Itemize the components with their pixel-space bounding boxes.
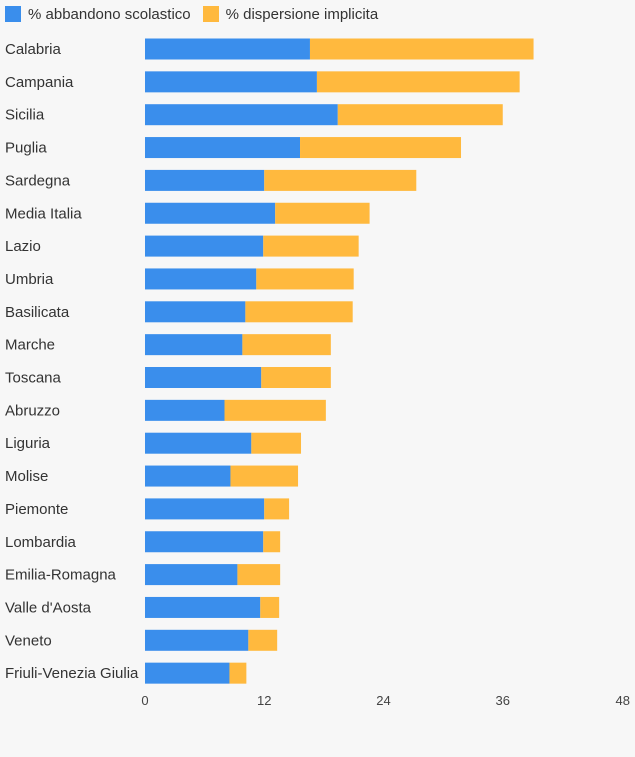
bar-abbandono-sicilia[interactable] <box>145 104 338 126</box>
bar-abbandono-veneto[interactable] <box>145 629 249 651</box>
bar-dispersione-media-italia[interactable] <box>275 202 370 224</box>
bar-dispersione-molise[interactable] <box>230 465 299 487</box>
category-label-umbria: Umbria <box>5 271 54 288</box>
category-label-puglia: Puglia <box>5 140 47 157</box>
bar-abbandono-basilicata[interactable] <box>145 301 246 323</box>
legend-item-abbandono[interactable]: % abbandono scolastico <box>5 6 191 23</box>
category-label-liguria: Liguria <box>5 435 51 452</box>
bar-abbandono-marche[interactable] <box>145 334 243 356</box>
bar-dispersione-umbria[interactable] <box>256 268 354 290</box>
bar-abbandono-campania[interactable] <box>145 71 317 93</box>
legend-swatch-dispersione <box>202 6 219 22</box>
bar-dispersione-calabria[interactable] <box>309 38 534 60</box>
legend-swatch-abbandono <box>5 6 21 22</box>
bar-dispersione-liguria[interactable] <box>251 432 302 454</box>
bar-abbandono-piemonte[interactable] <box>145 498 265 520</box>
category-label-abruzzo: Abruzzo <box>5 402 60 419</box>
category-label-piemonte: Piemonte <box>5 501 68 518</box>
bar-dispersione-sicilia[interactable] <box>337 104 503 126</box>
bar-abbandono-valle-d-aosta[interactable] <box>145 596 261 618</box>
legend-item-dispersione[interactable]: % dispersione implicita <box>202 5 379 23</box>
bar-dispersione-friuli-venezia-giulia[interactable] <box>229 662 247 684</box>
category-label-valle-d-aosta: Valle d'Aosta <box>5 599 92 616</box>
bar-abbandono-liguria[interactable] <box>145 432 252 454</box>
bar-abbandono-friuli-venezia-giulia[interactable] <box>145 662 230 684</box>
bar-abbandono-sardegna[interactable] <box>145 169 265 191</box>
category-label-toscana: Toscana <box>5 370 62 387</box>
bar-dispersione-marche[interactable] <box>242 334 331 356</box>
category-label-molise: Molise <box>5 468 48 485</box>
bar-abbandono-lazio[interactable] <box>145 235 264 257</box>
bar-abbandono-umbria[interactable] <box>145 268 257 290</box>
category-label-emilia-romagna: Emilia-Romagna <box>5 567 117 584</box>
bar-dispersione-sardegna[interactable] <box>264 169 417 191</box>
bar-abbandono-toscana[interactable] <box>145 367 262 388</box>
x-tick-label-48: 48 <box>616 693 630 708</box>
category-label-calabria: Calabria <box>5 41 62 58</box>
bar-dispersione-abruzzo[interactable] <box>224 399 326 421</box>
bar-dispersione-valle-d-aosta[interactable] <box>260 596 280 618</box>
bar-abbandono-calabria[interactable] <box>145 38 310 60</box>
category-label-lazio: Lazio <box>5 238 41 255</box>
category-label-veneto: Veneto <box>5 632 52 649</box>
bar-abbandono-molise[interactable] <box>145 465 231 487</box>
x-tick-label-24: 24 <box>376 693 390 708</box>
bar-dispersione-toscana[interactable] <box>261 367 331 388</box>
x-tick-label-12: 12 <box>257 693 271 708</box>
bar-dispersione-campania[interactable] <box>316 71 520 93</box>
legend: % abbandono scolastico % dispersione imp… <box>5 4 378 24</box>
bar-dispersione-puglia[interactable] <box>300 137 462 159</box>
bar-dispersione-lazio[interactable] <box>263 235 359 257</box>
legend-label-dispersione: % dispersione implicita <box>225 5 379 23</box>
bar-abbandono-puglia[interactable] <box>145 137 301 159</box>
category-label-marche: Marche <box>5 337 55 354</box>
bar-dispersione-lombardia[interactable] <box>263 531 281 553</box>
bar-abbandono-media-italia[interactable] <box>145 202 276 224</box>
category-label-basilicata: Basilicata <box>5 304 70 321</box>
bar-dispersione-piemonte[interactable] <box>264 498 290 520</box>
bar-abbandono-lombardia[interactable] <box>145 531 264 553</box>
x-tick-label-36: 36 <box>496 693 510 708</box>
bar-dispersione-basilicata[interactable] <box>245 301 353 323</box>
x-tick-label-0: 0 <box>141 693 148 708</box>
category-label-sicilia: Sicilia <box>5 107 45 124</box>
legend-label-abbandono: % abbandono scolastico <box>28 5 191 23</box>
bar-abbandono-abruzzo[interactable] <box>145 399 225 421</box>
category-label-campania: Campania <box>5 74 74 91</box>
category-label-media-italia: Media Italia <box>5 205 82 222</box>
bar-dispersione-emilia-romagna[interactable] <box>237 564 281 586</box>
bar-abbandono-emilia-romagna[interactable] <box>145 564 238 586</box>
category-label-sardegna: Sardegna <box>5 172 71 189</box>
category-label-lombardia: Lombardia <box>5 534 77 551</box>
category-label-friuli-venezia-giulia: Friuli-Venezia Giulia <box>5 665 139 682</box>
bar-dispersione-veneto[interactable] <box>248 629 278 651</box>
